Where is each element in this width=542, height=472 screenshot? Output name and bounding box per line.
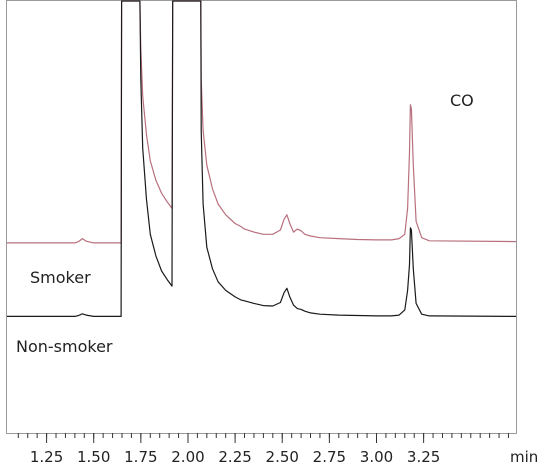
x-tick-label: 1.75 — [124, 448, 157, 466]
x-tick-label: 3.00 — [360, 448, 393, 466]
x-tick-label: 1.25 — [30, 448, 63, 466]
x-tick-label: 3.25 — [407, 448, 440, 466]
x-tick-label: 2.00 — [171, 448, 204, 466]
plot-area-frame — [6, 0, 517, 434]
annotation-co-peak: CO — [450, 91, 474, 110]
x-tick-label: 1.50 — [77, 448, 110, 466]
x-axis-label: min — [510, 448, 538, 466]
series-lines — [7, 0, 517, 317]
annotation-non-smoker: Non-smoker — [16, 337, 113, 356]
x-axis-tick-labels: 1.25 1.50 1.75 2.00 2.25 2.50 2.75 3.00 3.25 — [30, 448, 440, 466]
x-tick-label: 2.25 — [218, 448, 251, 466]
series-line-non-smoker — [7, 0, 517, 317]
x-tick-label: 2.75 — [313, 448, 346, 466]
x-axis-major-ticks — [46, 433, 425, 443]
annotation-smoker: Smoker — [30, 268, 91, 287]
x-tick-label: 2.50 — [266, 448, 299, 466]
